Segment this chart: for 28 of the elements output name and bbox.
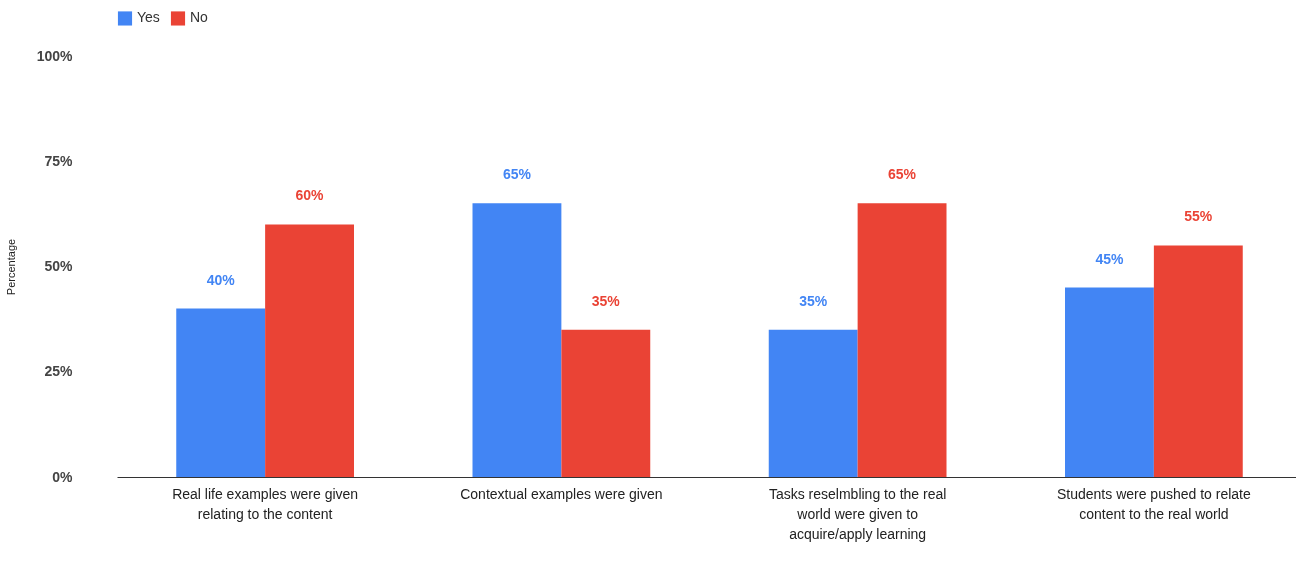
x-tick-label: Students were pushed to relate content to the real world — [1056, 485, 1251, 522]
text: 35% — [799, 292, 828, 309]
y-tick-label: 100% — [36, 47, 74, 64]
text: 40% — [206, 271, 235, 288]
legend-label: No — [190, 9, 209, 26]
text: 65% — [888, 166, 917, 183]
text: 55% — [1184, 208, 1213, 225]
legend-label: Yes — [137, 9, 160, 26]
bar — [472, 203, 562, 477]
text: 45% — [1095, 250, 1124, 267]
y-tick-label: 75% — [44, 152, 74, 169]
x-tick-label: Tasks reselmbling to the real world were given to acquire/apply learning — [768, 485, 947, 542]
text: 35% — [591, 292, 620, 309]
x-tick-label: Contextual examples were given — [460, 485, 663, 502]
text: 65% — [502, 166, 531, 183]
bar — [1065, 287, 1154, 477]
y-tick-label: 25% — [44, 363, 74, 380]
text: 60% — [295, 187, 324, 204]
bar — [1153, 245, 1243, 477]
y-tick-label: 0% — [52, 468, 74, 485]
x-tick-label: Real life examples were given relating to the content — [172, 485, 359, 522]
bar — [857, 203, 947, 477]
y-tick-label: 50% — [44, 258, 74, 274]
bar — [265, 224, 354, 477]
bar — [561, 329, 651, 477]
bar — [768, 329, 858, 477]
y-axis-title: Percentage — [4, 238, 17, 296]
bar — [176, 308, 266, 477]
